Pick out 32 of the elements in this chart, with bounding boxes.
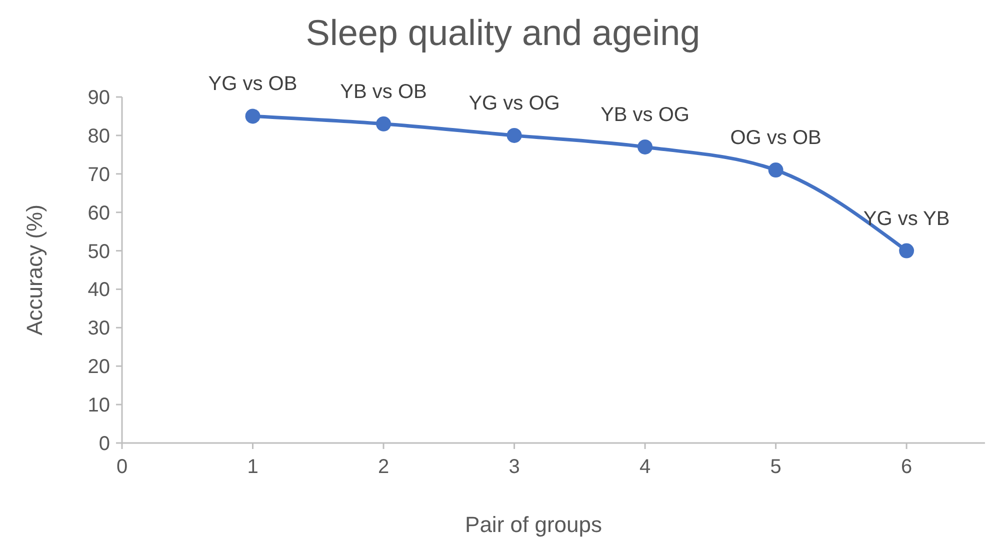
x-tick-label: 5 [770, 456, 782, 478]
point [899, 243, 914, 258]
x-tick-label: 3 [508, 456, 520, 478]
point [376, 116, 392, 132]
point [768, 162, 784, 178]
y-axis-title: Accuracy (%) [22, 204, 47, 336]
y-tick-label: 0 [98, 433, 110, 455]
annotation: YG vs OB [208, 73, 298, 96]
annotation: YG vs OG [468, 92, 560, 114]
y-tick-label: 70 [88, 164, 110, 186]
x-tick-label: 6 [900, 456, 912, 478]
x-axis-title: Pair of groups [465, 512, 602, 537]
y-tick-label: 90 [88, 87, 110, 109]
x-tick-label: 4 [639, 456, 651, 478]
y-tick-label: 50 [88, 240, 110, 263]
y-tick-label: 20 [88, 356, 110, 378]
y-tick-label: 80 [88, 125, 110, 148]
annotation: OG vs OB [730, 127, 822, 150]
point [638, 139, 653, 154]
x-tick-label: 1 [247, 456, 258, 478]
annotation: YB vs OB [340, 80, 427, 103]
x-tick-label: 0 [116, 456, 128, 478]
annotation: YB vs OG [600, 104, 690, 126]
y-tick-label: 30 [88, 318, 110, 340]
y-tick-label: 60 [88, 202, 110, 224]
y-tick-label: 10 [88, 394, 110, 417]
y-tick-label: 40 [88, 279, 110, 302]
x-tick-label: 2 [378, 456, 390, 478]
point [245, 108, 260, 124]
annotation: YG vs YB [863, 208, 950, 230]
point [506, 128, 522, 143]
chart-title: Sleep quality and ageing [306, 12, 700, 53]
